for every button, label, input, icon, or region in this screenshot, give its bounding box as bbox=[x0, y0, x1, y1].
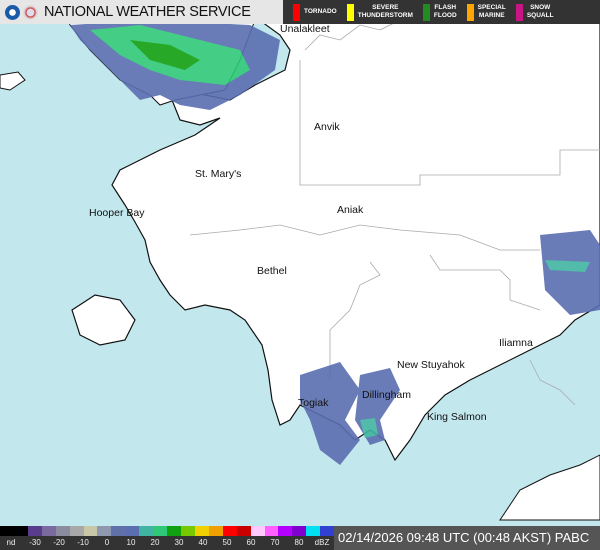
warning-label: SNOW SQUALL bbox=[526, 4, 554, 19]
legend-color-swatch bbox=[125, 526, 140, 536]
warning-label: FLASH FLOOD bbox=[433, 4, 457, 19]
borough-boundaries bbox=[189, 19, 600, 406]
place-king-salmon: King Salmon bbox=[427, 411, 487, 423]
legend-color-swatch bbox=[236, 526, 251, 536]
legend-tick: 40 bbox=[198, 538, 208, 547]
legend-color-swatch bbox=[97, 526, 112, 536]
legend-tick: 30 bbox=[174, 538, 184, 547]
place-labels: Unalakleet Anvik St. Mary's Hooper Bay A… bbox=[89, 23, 533, 423]
legend-tick: nd bbox=[6, 538, 16, 547]
place-st-marys: St. Mary's bbox=[195, 168, 241, 180]
place-hooper-bay: Hooper Bay bbox=[89, 207, 145, 219]
legend-tick: -20 bbox=[53, 538, 65, 547]
special-marine-swatch bbox=[466, 3, 474, 21]
place-unalakleet: Unalakleet bbox=[280, 23, 330, 35]
legend-tick: 60 bbox=[246, 538, 256, 547]
reflectivity-color-bar bbox=[0, 526, 335, 536]
legend-color-swatch bbox=[180, 526, 195, 536]
place-iliamna: Iliamna bbox=[499, 337, 533, 349]
warning-tornado: TORNADO bbox=[293, 0, 337, 24]
place-anvik: Anvik bbox=[314, 121, 340, 133]
legend-color-swatch bbox=[194, 526, 209, 536]
legend-color-swatch bbox=[292, 526, 307, 536]
header: NATIONAL WEATHER SERVICE TORNADO SEVERE … bbox=[0, 0, 600, 24]
legend-color-swatch bbox=[153, 526, 168, 536]
place-new-stuyahok: New Stuyahok bbox=[397, 359, 465, 371]
site-title: NATIONAL WEATHER SERVICE bbox=[44, 4, 251, 20]
legend-tick: -30 bbox=[29, 538, 41, 547]
place-bethel: Bethel bbox=[257, 265, 287, 277]
legend-color-swatch bbox=[167, 526, 181, 536]
place-dillingham: Dillingham bbox=[362, 389, 411, 401]
warning-special-marine: SPECIAL MARINE bbox=[466, 0, 506, 24]
land-nunivak-island bbox=[71, 294, 136, 346]
legend-color-swatch bbox=[139, 526, 154, 536]
legend-tick: 80 bbox=[294, 538, 304, 547]
legend-tick: 0 bbox=[104, 538, 110, 547]
timestamp: 02/14/2026 09:48 UTC (00:48 AKST) PABC bbox=[334, 526, 600, 550]
warning-snow-squall: SNOW SQUALL bbox=[515, 0, 554, 24]
reflectivity-legend: nd -30 -20 -10 0 10 20 30 40 50 60 70 80 dBZ bbox=[0, 526, 335, 550]
legend-color-swatch bbox=[27, 526, 42, 536]
legend-color-swatch bbox=[250, 526, 265, 536]
noaa-logo-icon bbox=[5, 4, 20, 20]
land-southeast bbox=[499, 454, 600, 521]
legend-tick: 70 bbox=[270, 538, 280, 547]
legend-color-swatch bbox=[320, 526, 335, 536]
legend-color-swatch bbox=[278, 526, 293, 536]
legend-tick: 20 bbox=[150, 538, 160, 547]
snow-squall-swatch bbox=[515, 3, 523, 21]
legend-color-swatch bbox=[41, 526, 56, 536]
legend-tick: 50 bbox=[222, 538, 232, 547]
warning-flash-flood: FLASH FLOOD bbox=[422, 0, 457, 24]
legend-color-swatch bbox=[69, 526, 84, 536]
flash-flood-swatch bbox=[422, 3, 430, 21]
warning-legend: TORNADO SEVERE THUNDERSTORM FLASH FLOOD … bbox=[283, 0, 600, 24]
warning-severe-thunderstorm: SEVERE THUNDERSTORM bbox=[346, 0, 413, 24]
reflectivity-ticks: nd -30 -20 -10 0 10 20 30 40 50 60 70 80 dBZ bbox=[0, 538, 334, 550]
legend-color-swatch bbox=[264, 526, 279, 536]
legend-color-swatch bbox=[306, 526, 321, 536]
place-aniak: Aniak bbox=[337, 204, 364, 216]
legend-color-swatch bbox=[0, 526, 14, 536]
severe-thunderstorm-swatch bbox=[346, 3, 354, 21]
legend-tick: 10 bbox=[126, 538, 136, 547]
warning-label: TORNADO bbox=[304, 8, 337, 15]
legend-color-swatch bbox=[13, 526, 28, 536]
tornado-swatch bbox=[293, 3, 300, 21]
radar-echoes bbox=[70, 20, 600, 465]
warning-label: SPECIAL MARINE bbox=[477, 4, 506, 19]
legend-tick: -10 bbox=[77, 538, 89, 547]
legend-color-swatch bbox=[111, 526, 126, 536]
legend-color-swatch bbox=[55, 526, 70, 536]
legend-color-swatch bbox=[208, 526, 223, 536]
legend-color-swatch bbox=[222, 526, 237, 536]
nws-logo-icon bbox=[23, 4, 38, 20]
nws-brand[interactable]: NATIONAL WEATHER SERVICE bbox=[0, 0, 283, 24]
place-togiak: Togiak bbox=[298, 397, 329, 409]
legend-tick: dBZ bbox=[314, 538, 330, 547]
legend-color-swatch bbox=[83, 526, 98, 536]
land-northwest-west bbox=[0, 71, 26, 91]
warning-label: SEVERE THUNDERSTORM bbox=[357, 4, 413, 19]
